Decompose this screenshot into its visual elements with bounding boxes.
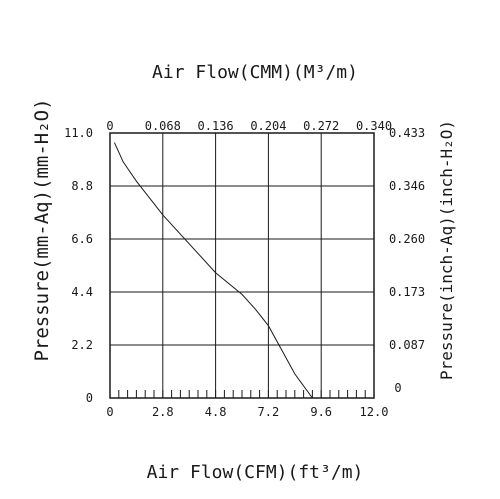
x-tick-label: 4.8	[205, 405, 227, 419]
y-tick-label: 11.0	[64, 126, 93, 140]
top-tick-label: 0.272	[303, 119, 339, 133]
x-tick-label: 7.2	[258, 405, 280, 419]
plot-frame	[109, 132, 375, 399]
top-tick-label: 0.204	[250, 119, 286, 133]
y-tick-label: 4.4	[71, 285, 93, 299]
y-tick-label: 6.6	[71, 232, 93, 246]
y-axis-title: Pressure(mm-Aq)(mm-H₂O)	[31, 98, 53, 361]
right-tick-label: 0.260	[389, 232, 425, 246]
right-axis-title: Pressure(inch-Aq)(inch-H₂O)	[437, 120, 456, 380]
top-tick-label: 0.136	[198, 119, 234, 133]
x-tick-label: 9.6	[310, 405, 332, 419]
top-tick-label: 0.340	[356, 119, 392, 133]
x-tick-label: 0	[106, 405, 113, 419]
pq-curve	[113, 142, 313, 399]
right-tick-label: 0.087	[389, 338, 425, 352]
x-tick-label: 12.0	[360, 405, 389, 419]
tick-labels: 0 2.8 4.8 7.2 9.6 12.0 0 0.068 0.136 0.204 0.272 0.…	[64, 119, 425, 419]
top-axis-title: Air Flow(CMM)(M³/m)	[152, 62, 358, 83]
right-tick-label: 0.173	[389, 285, 425, 299]
right-tick-label: 0	[394, 381, 401, 395]
top-tick-label: 0	[106, 119, 113, 133]
y-tick-label: 8.8	[71, 179, 93, 193]
x-axis-title: Air Flow(CFM)(ft³/m)	[147, 462, 364, 483]
grid	[110, 133, 374, 398]
top-tick-label: 0.068	[145, 119, 181, 133]
y-tick-label: 2.2	[71, 338, 93, 352]
x-tick-label: 2.8	[152, 405, 174, 419]
right-tick-label: 0.433	[389, 126, 425, 140]
right-tick-label: 0.346	[389, 179, 425, 193]
y-tick-label: 0	[86, 391, 93, 405]
